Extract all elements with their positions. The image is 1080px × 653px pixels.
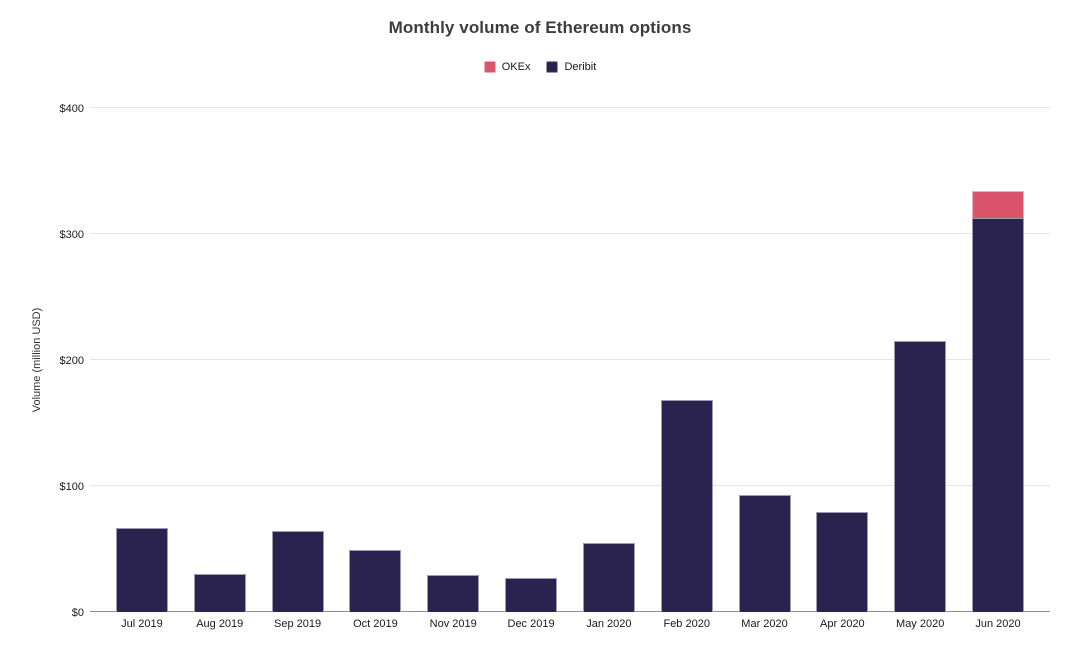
bar-slot — [336, 108, 414, 612]
legend-swatch-deribit — [546, 61, 559, 73]
y-tick-label: $200 — [59, 355, 84, 367]
bar-slot — [726, 108, 804, 612]
bar-segment-deribit — [660, 400, 713, 612]
bar-jan-2020 — [582, 108, 635, 612]
y-tick-label: $300 — [59, 229, 84, 241]
chart-title: Monthly volume of Ethereum options — [388, 18, 692, 37]
x-tick-label: Nov 2019 — [429, 618, 477, 630]
bar-segment-deribit — [582, 542, 635, 612]
bar-segment-deribit — [738, 494, 791, 612]
bar-apr-2020 — [816, 108, 869, 612]
bar-nov-2019 — [427, 108, 480, 612]
gridline — [90, 359, 1050, 360]
y-tick-label: $100 — [59, 481, 84, 493]
plot-area — [90, 107, 1050, 612]
bar-oct-2019 — [349, 108, 402, 612]
y-tick-label: $400 — [59, 103, 84, 115]
x-tick-label: Jul 2019 — [121, 618, 163, 630]
x-axis-labels: Jul 2019 Aug 2019 Sep 2019 Oct 2019 Nov 2019… — [103, 618, 1037, 630]
x-tick-label: May 2020 — [896, 618, 945, 630]
bar-segment-deribit — [349, 550, 402, 612]
gridline — [90, 485, 1050, 486]
bars-row — [103, 108, 1037, 612]
bar-segment-deribit — [972, 217, 1025, 612]
bar-segment-deribit — [427, 575, 480, 612]
bar-segment-deribit — [193, 574, 246, 612]
bar-slot — [259, 108, 337, 612]
bar-segment-deribit — [505, 577, 558, 612]
x-tick-label: Aug 2019 — [196, 618, 244, 630]
bar-slot — [959, 108, 1037, 612]
x-tick-label: Feb 2020 — [663, 618, 710, 630]
bar-slot — [803, 108, 881, 612]
bar-aug-2019 — [193, 108, 246, 612]
bar-segment-deribit — [115, 527, 168, 612]
bar-jul-2019 — [115, 108, 168, 612]
legend-item-okex: OKEx — [483, 61, 531, 73]
gridline — [90, 233, 1050, 234]
bar-slot — [881, 108, 959, 612]
y-axis-ticks: $0 $100 $200 $300 $400 — [0, 103, 88, 619]
bar-segment-deribit — [894, 341, 947, 612]
legend-label-deribit: Deribit — [564, 61, 597, 73]
gridline — [90, 107, 1050, 108]
bar-jun-2020 — [972, 108, 1025, 612]
legend-swatch-okex — [483, 61, 496, 73]
bar-slot — [181, 108, 259, 612]
bar-may-2020 — [894, 108, 947, 612]
legend-item-deribit: Deribit — [546, 61, 596, 73]
y-tick-label: $0 — [71, 607, 84, 619]
legend: OKEx Deribit — [0, 61, 1080, 73]
bar-slot — [648, 108, 726, 612]
bar-mar-2020 — [738, 108, 791, 612]
bar-segment-deribit — [816, 512, 869, 612]
bar-slot — [492, 108, 570, 612]
x-axis-line — [90, 611, 1050, 612]
x-tick-label: Jan 2020 — [586, 618, 632, 630]
x-tick-label: Mar 2020 — [741, 618, 788, 630]
bar-slot — [103, 108, 181, 612]
bar-dec-2019 — [505, 108, 558, 612]
x-tick-label: Apr 2020 — [820, 618, 865, 630]
bar-slot — [414, 108, 492, 612]
bar-slot — [570, 108, 648, 612]
bar-segment-okex — [972, 191, 1025, 218]
x-tick-label: Oct 2019 — [353, 618, 398, 630]
bar-segment-deribit — [271, 531, 324, 612]
legend-label-okex: OKEx — [501, 61, 531, 73]
x-tick-label: Sep 2019 — [274, 618, 322, 630]
bar-feb-2020 — [660, 108, 713, 612]
x-tick-label: Dec 2019 — [507, 618, 555, 630]
x-tick-label: Jun 2020 — [975, 618, 1021, 630]
bar-sep-2019 — [271, 108, 324, 612]
